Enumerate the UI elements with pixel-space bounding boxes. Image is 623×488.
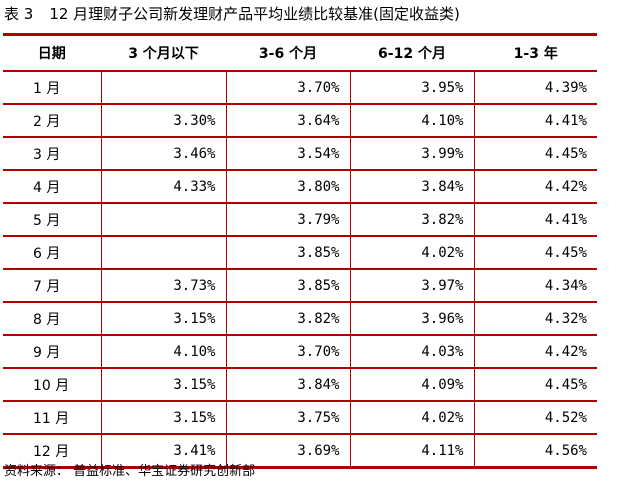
date-cell: 6 月	[3, 236, 102, 270]
header-6-12m: 6-12 个月	[350, 33, 475, 72]
table-row: 10 月 3.15% 3.84% 4.09% 4.45%	[3, 368, 597, 402]
table-body: 1 月 3.70% 3.95% 4.39% 2 月 3.30% 3.64% 4.10% 4.41…	[3, 71, 597, 469]
under-3m-cell: 3.15%	[101, 368, 227, 402]
3-6m-cell: 3.82%	[226, 302, 351, 336]
3-6m-cell: 3.64%	[226, 104, 351, 138]
3-6m-cell: 3.70%	[226, 335, 351, 369]
date-cell: 5 月	[3, 203, 102, 237]
1-3y-cell: 4.32%	[474, 302, 597, 336]
table-header-row: 日期 3 个月以下 3-6 个月 6-12 个月 1-3 年	[3, 33, 597, 72]
3-6m-cell: 3.84%	[226, 368, 351, 402]
under-3m-cell: 3.73%	[101, 269, 227, 303]
table-row: 8 月 3.15% 3.82% 3.96% 4.32%	[3, 302, 597, 336]
6-12m-cell: 3.99%	[350, 137, 475, 171]
1-3y-cell: 4.42%	[474, 335, 597, 369]
date-cell: 7 月	[3, 269, 102, 303]
6-12m-cell: 4.03%	[350, 335, 475, 369]
6-12m-cell: 3.97%	[350, 269, 475, 303]
table-number: 表 3	[4, 5, 34, 23]
3-6m-cell: 3.70%	[226, 71, 351, 105]
3-6m-cell: 3.80%	[226, 170, 351, 204]
under-3m-cell: 4.33%	[101, 170, 227, 204]
table-title: 表 3 12 月理财子公司新发理财产品平均业绩比较基准(固定收益类)	[4, 3, 460, 25]
6-12m-cell: 3.84%	[350, 170, 475, 204]
6-12m-cell: 3.82%	[350, 203, 475, 237]
6-12m-cell: 4.11%	[350, 434, 475, 469]
table-row: 1 月 3.70% 3.95% 4.39%	[3, 71, 597, 105]
1-3y-cell: 4.42%	[474, 170, 597, 204]
table-row: 9 月 4.10% 3.70% 4.03% 4.42%	[3, 335, 597, 369]
6-12m-cell: 3.95%	[350, 71, 475, 105]
3-6m-cell: 3.54%	[226, 137, 351, 171]
1-3y-cell: 4.41%	[474, 104, 597, 138]
under-3m-cell	[101, 236, 227, 270]
under-3m-cell: 4.10%	[101, 335, 227, 369]
date-cell: 1 月	[3, 71, 102, 105]
6-12m-cell: 4.09%	[350, 368, 475, 402]
under-3m-cell	[101, 203, 227, 237]
under-3m-cell: 3.30%	[101, 104, 227, 138]
date-cell: 12 月	[3, 434, 102, 469]
under-3m-cell: 3.15%	[101, 302, 227, 336]
table-row: 4 月 4.33% 3.80% 3.84% 4.42%	[3, 170, 597, 204]
date-cell: 4 月	[3, 170, 102, 204]
benchmark-table: 日期 3 个月以下 3-6 个月 6-12 个月 1-3 年 1 月 3.70% 3…	[3, 33, 597, 469]
header-1-3y: 1-3 年	[474, 33, 597, 72]
6-12m-cell: 4.02%	[350, 401, 475, 435]
3-6m-cell: 3.75%	[226, 401, 351, 435]
table-row: 7 月 3.73% 3.85% 3.97% 4.34%	[3, 269, 597, 303]
table-row: 6 月 3.85% 4.02% 4.45%	[3, 236, 597, 270]
date-cell: 9 月	[3, 335, 102, 369]
header-3-6m: 3-6 个月	[226, 33, 351, 72]
3-6m-cell: 3.79%	[226, 203, 351, 237]
1-3y-cell: 4.45%	[474, 236, 597, 270]
table-row: 12 月 3.41% 3.69% 4.11% 4.56%	[3, 434, 597, 469]
6-12m-cell: 4.10%	[350, 104, 475, 138]
3-6m-cell: 3.85%	[226, 269, 351, 303]
3-6m-cell: 3.85%	[226, 236, 351, 270]
header-date: 日期	[3, 33, 102, 72]
under-3m-cell: 3.15%	[101, 401, 227, 435]
date-cell: 11 月	[3, 401, 102, 435]
under-3m-cell: 3.46%	[101, 137, 227, 171]
header-under-3m: 3 个月以下	[101, 33, 227, 72]
6-12m-cell: 4.02%	[350, 236, 475, 270]
1-3y-cell: 4.39%	[474, 71, 597, 105]
date-cell: 3 月	[3, 137, 102, 171]
6-12m-cell: 3.96%	[350, 302, 475, 336]
under-3m-cell	[101, 71, 227, 105]
date-cell: 2 月	[3, 104, 102, 138]
table-row: 3 月 3.46% 3.54% 3.99% 4.45%	[3, 137, 597, 171]
1-3y-cell: 4.45%	[474, 368, 597, 402]
table-row: 11 月 3.15% 3.75% 4.02% 4.52%	[3, 401, 597, 435]
table-title-text: 12 月理财子公司新发理财产品平均业绩比较基准(固定收益类)	[49, 5, 460, 23]
3-6m-cell: 3.69%	[226, 434, 351, 469]
table-row: 2 月 3.30% 3.64% 4.10% 4.41%	[3, 104, 597, 138]
under-3m-cell: 3.41%	[101, 434, 227, 469]
source-note: 资料来源： 普益标准、华宝证券研究创新部	[4, 464, 256, 479]
table-row: 5 月 3.79% 3.82% 4.41%	[3, 203, 597, 237]
date-cell: 8 月	[3, 302, 102, 336]
1-3y-cell: 4.45%	[474, 137, 597, 171]
1-3y-cell: 4.41%	[474, 203, 597, 237]
1-3y-cell: 4.56%	[474, 434, 597, 469]
1-3y-cell: 4.52%	[474, 401, 597, 435]
1-3y-cell: 4.34%	[474, 269, 597, 303]
date-cell: 10 月	[3, 368, 102, 402]
